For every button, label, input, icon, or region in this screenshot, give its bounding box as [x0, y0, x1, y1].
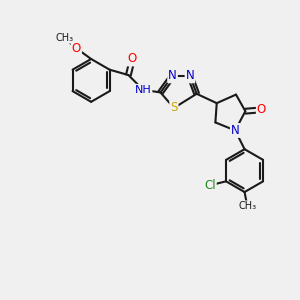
- Text: CH₃: CH₃: [55, 33, 74, 43]
- Text: O: O: [128, 52, 137, 65]
- Text: O: O: [72, 42, 81, 55]
- Text: O: O: [257, 103, 266, 116]
- Text: S: S: [170, 101, 178, 115]
- Text: NH: NH: [135, 85, 152, 95]
- Text: N: N: [168, 69, 177, 82]
- Text: N: N: [186, 69, 194, 82]
- Text: Cl: Cl: [204, 179, 216, 192]
- Text: CH₃: CH₃: [238, 201, 256, 211]
- Text: N: N: [231, 124, 240, 137]
